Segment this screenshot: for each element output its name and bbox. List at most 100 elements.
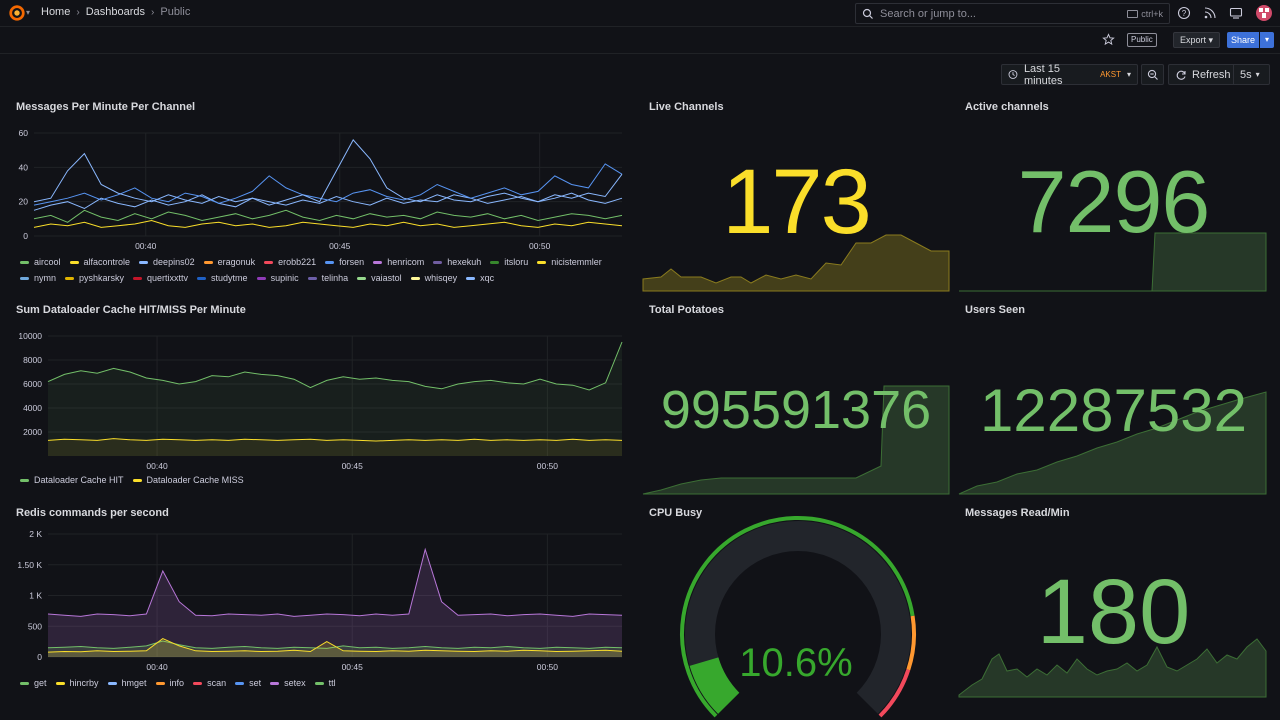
panel-title: Live Channels (649, 101, 724, 113)
gauge-value-arc (689, 656, 740, 714)
share-options-button[interactable]: ▾ (1260, 32, 1274, 48)
legend-item[interactable]: Dataloader Cache MISS (132, 473, 244, 487)
y-tick-label: 20 (19, 197, 29, 207)
breadcrumb: Home › Dashboards › Public (41, 6, 190, 18)
legend-item[interactable]: supinic (256, 271, 299, 285)
legend-swatch (132, 478, 142, 482)
legend-item[interactable]: hmget (107, 676, 147, 690)
avatar[interactable] (1256, 5, 1272, 21)
y-tick-label: 60 (19, 128, 29, 138)
legend-swatch (139, 260, 149, 264)
y-tick-label: 2 K (29, 529, 42, 539)
panel-title: Messages Per Minute Per Channel (16, 101, 196, 113)
legend-item[interactable]: get (20, 676, 47, 690)
avatar-pattern-icon (1259, 8, 1269, 18)
legend-item[interactable]: itsloru (490, 255, 528, 269)
legend-item[interactable]: vaiastol (357, 271, 402, 285)
chevron-right-icon: › (76, 6, 80, 18)
legend-item[interactable]: Dataloader Cache HIT (20, 473, 124, 487)
search-icon (862, 8, 873, 19)
legend-label: scan (207, 678, 227, 688)
legend-item[interactable]: scan (193, 676, 226, 690)
y-tick-label: 500 (28, 621, 42, 631)
star-icon[interactable] (1102, 33, 1115, 46)
legend-label: whisqey (424, 273, 458, 283)
legend-item[interactable]: info (155, 676, 184, 690)
legend-swatch (20, 681, 29, 685)
search-shortcut: ctrl+k (1127, 9, 1163, 19)
legend-item[interactable]: nymn (20, 271, 56, 285)
series-line-setex (47, 547, 623, 617)
legend-swatch (537, 260, 547, 264)
refresh-interval-value: 5s (1240, 68, 1252, 81)
monitor-icon[interactable] (1229, 6, 1243, 20)
panel-title: Sum Dataloader Cache HIT/MISS Per Minute (16, 304, 246, 316)
legend-item[interactable]: nicistemmler (537, 255, 602, 269)
legend-label: itsloru (504, 257, 529, 267)
refresh-button[interactable]: Refresh (1168, 64, 1234, 85)
legend-item[interactable]: setex (270, 676, 306, 690)
panel-cpu-busy: CPU Busy 10.6% (641, 499, 951, 718)
x-tick-label: 00:40 (146, 662, 168, 672)
legend-label: set (249, 678, 262, 688)
legend-label: get (34, 678, 47, 688)
legend-item[interactable]: quertixxttv (133, 271, 188, 285)
legend-swatch (357, 276, 367, 280)
menu-caret-icon[interactable]: ▾ (26, 8, 31, 17)
legend-item[interactable]: alfacontrole (69, 255, 131, 269)
y-tick-label: 8000 (23, 355, 42, 365)
legend-label: pyshkarsky (79, 273, 125, 283)
legend-swatch (155, 681, 165, 685)
legend-item[interactable]: eragonuk (203, 255, 255, 269)
x-tick-label: 00:50 (537, 662, 559, 672)
legend-item[interactable]: deepins02 (139, 255, 195, 269)
cpu-gauge (680, 516, 916, 718)
legend-item[interactable]: forsen (325, 255, 364, 269)
sparkline (642, 234, 950, 292)
legend-item[interactable]: ttl (314, 676, 336, 690)
legend-item[interactable]: studytme (197, 271, 248, 285)
legend-item[interactable]: whisqey (410, 271, 458, 285)
legend-swatch (20, 276, 29, 280)
dataloader-chart: 2000 4000 6000 8000 10000 00:40 00:45 00:50 (18, 331, 623, 471)
legend-swatch (235, 681, 245, 685)
legend-item[interactable]: aircool (20, 255, 61, 269)
x-tick-label: 00:45 (329, 241, 351, 251)
legend-swatch (65, 276, 75, 280)
timezone-label: AKST (1100, 70, 1121, 79)
legend-swatch (307, 276, 317, 280)
legend-label: forsen (339, 257, 365, 267)
time-range-picker[interactable]: Last 15 minutes AKST ▾ (1001, 63, 1138, 87)
legend-item[interactable]: set (235, 676, 261, 690)
stat-value: 173 (722, 151, 872, 253)
zoom-out-button[interactable] (1141, 64, 1164, 85)
sparkline (642, 385, 950, 495)
stat-value: 180 (1036, 561, 1191, 663)
grafana-logo-icon[interactable] (8, 4, 26, 22)
legend-item[interactable]: telinha (307, 271, 348, 285)
legend-swatch (270, 681, 280, 685)
legend-item[interactable]: xqc (466, 271, 494, 285)
x-tick-label: 00:40 (135, 241, 157, 251)
breadcrumb-home[interactable]: Home (41, 6, 71, 18)
legend-item[interactable]: pyshkarsky (65, 271, 124, 285)
export-button[interactable]: Export ▾ (1173, 32, 1221, 48)
share-button[interactable]: Share (1227, 32, 1259, 48)
refresh-interval-picker[interactable]: 5s ▾ (1233, 64, 1270, 85)
keyboard-icon (1127, 9, 1139, 18)
panel-title: Users Seen (965, 304, 1025, 316)
legend-item[interactable]: henricom (373, 255, 424, 269)
legend-label: nicistemmler (551, 257, 602, 267)
legend-swatch (203, 260, 213, 264)
legend-item[interactable]: erobb221 (264, 255, 316, 269)
search-input[interactable]: Search or jump to... ctrl+k (855, 3, 1170, 24)
breadcrumb-dashboards[interactable]: Dashboards (85, 6, 146, 18)
rss-icon[interactable] (1203, 6, 1217, 20)
legend-item[interactable]: hincrby (55, 676, 99, 690)
series-area-hincrby (48, 638, 622, 657)
chart-legend: aircool alfacontrole deepins02 eragonuk erob… (20, 255, 630, 285)
search-shortcut-label: ctrl+k (1141, 8, 1163, 19)
legend-item[interactable]: hexekuh (433, 255, 481, 269)
help-icon[interactable]: ? (1177, 6, 1191, 20)
legend-label: alfacontrole (83, 257, 131, 267)
